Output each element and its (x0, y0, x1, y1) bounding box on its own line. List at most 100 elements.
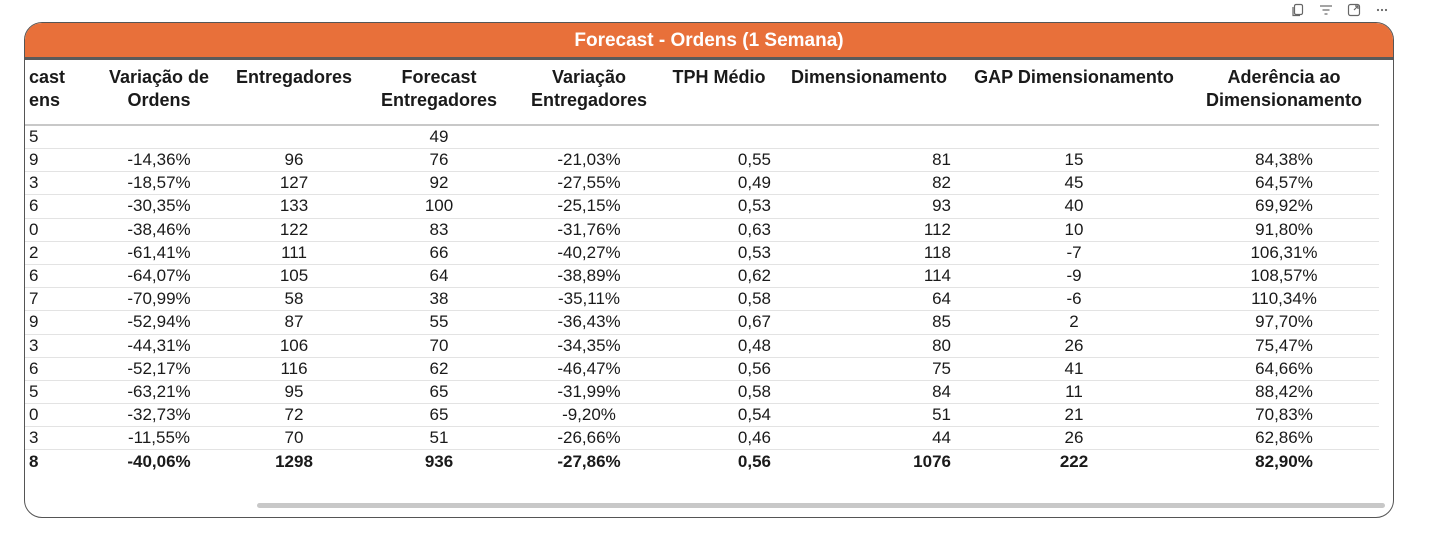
table-cell: -31,76% (519, 218, 659, 242)
table-row: 6 -30,35% 133 100 -25,15% 0,53 93 40 69,92% (25, 194, 1379, 219)
total-row: 8 -40,06% 1298 936 -27,86% 0,56 1076 222 82,90% (25, 449, 1379, 473)
table-cell: 75 (779, 357, 959, 381)
table-cell: -18,57% (89, 171, 229, 196)
table-row: 9 -52,94% 87 55 -36,43% 0,67 85 2 97,70% (25, 310, 1379, 335)
table-cell: 0,67 (659, 310, 779, 335)
column-header[interactable]: Variação Entregadores (519, 60, 659, 126)
table-cell: 112 (779, 218, 959, 242)
table-cell: 69,92% (1189, 194, 1379, 219)
table-cell: 116 (229, 357, 359, 381)
column-header-label: Entregadores (530, 90, 648, 110)
table-cell: 0,58 (659, 287, 779, 312)
table-cell: 41 (959, 357, 1189, 381)
table-cell: 96 (229, 148, 359, 173)
column-header[interactable]: TPH Médio (659, 60, 779, 126)
column-header[interactable]: Forecast Entregadores (359, 60, 519, 126)
table-cell: -35,11% (519, 287, 659, 312)
column-header-label: Aderência ao (1227, 67, 1341, 87)
table-cell: -52,17% (89, 357, 229, 381)
column-header[interactable]: cast ens (25, 60, 89, 126)
table-cell: -36,43% (519, 310, 659, 335)
table-cell: 0,48 (659, 334, 779, 358)
horizontal-scrollbar[interactable] (257, 503, 1385, 508)
table-cell: 84 (779, 380, 959, 405)
table-cell: 10 (959, 218, 1189, 242)
table-cell: 127 (229, 171, 359, 196)
column-header-label: Entregadores (380, 90, 498, 110)
table-cell: 70 (359, 334, 519, 358)
table-cell: 11 (959, 380, 1189, 405)
table-grid: cast ens Variação de Ordens Entregadores Fore… (25, 60, 1393, 517)
table-cell: -61,41% (89, 241, 229, 265)
table-cell: 92 (359, 171, 519, 196)
table-cell: 82,90% (1189, 449, 1379, 473)
table-cell: -32,73% (89, 403, 229, 428)
table-cell: 111 (229, 241, 359, 265)
table-cell: 83 (359, 218, 519, 242)
table-cell: 0,55 (659, 148, 779, 173)
table-cell: 0 (25, 218, 89, 242)
table-cell: -26,66% (519, 426, 659, 451)
table-cell: 65 (359, 403, 519, 428)
table-cell: 85 (779, 310, 959, 335)
table-row: 5 49 (25, 125, 1379, 149)
table-cell (779, 125, 959, 149)
table-cell: 2 (25, 241, 89, 265)
table-cell: 118 (779, 241, 959, 265)
table-cell: -31,99% (519, 380, 659, 405)
table-cell: 0,53 (659, 241, 779, 265)
table-cell (229, 125, 359, 149)
table-cell: 49 (359, 125, 519, 149)
table-cell: 38 (359, 287, 519, 312)
table-cell: 82 (779, 171, 959, 196)
table-cell: 122 (229, 218, 359, 242)
table-cell: 6 (25, 357, 89, 381)
table-row: 0 -38,46% 122 83 -31,76% 0,63 112 10 91,80% (25, 218, 1379, 242)
table-cell: -21,03% (519, 148, 659, 173)
column-header[interactable]: GAP Dimensionamento (959, 60, 1189, 126)
table-cell: 0,62 (659, 264, 779, 289)
table-row: 0 -32,73% 72 65 -9,20% 0,54 51 21 70,83% (25, 403, 1379, 428)
column-header[interactable]: Variação de Ordens (89, 60, 229, 126)
table-cell: -38,46% (89, 218, 229, 242)
table-body: 5 49 9 -14,36% 96 76 -21,03% 0,55 81 15 84,38% 3 -18… (25, 125, 1379, 473)
column-header[interactable]: Entregadores (229, 60, 359, 126)
table-cell: 6 (25, 264, 89, 289)
table-cell: 26 (959, 334, 1189, 358)
table-cell: 95 (229, 380, 359, 405)
column-header-label: TPH Médio (672, 67, 766, 87)
table-cell: 76 (359, 148, 519, 173)
table-cell: 15 (959, 148, 1189, 173)
copy-icon[interactable] (1290, 2, 1306, 18)
table-cell: 0,56 (659, 449, 779, 473)
table-cell: -27,86% (519, 449, 659, 473)
table-cell (659, 125, 779, 149)
table-row: 2 -61,41% 111 66 -40,27% 0,53 118 -7 106,31% (25, 241, 1379, 265)
table-cell: 0,46 (659, 426, 779, 451)
table-cell: 21 (959, 403, 1189, 428)
table-cell: 133 (229, 194, 359, 219)
table-cell (1189, 125, 1379, 149)
table-row: 6 -64,07% 105 64 -38,89% 0,62 114 -9 108,57% (25, 264, 1379, 289)
table-cell: 106 (229, 334, 359, 358)
column-header-label: Forecast (401, 67, 477, 87)
column-header-label: Ordens (127, 90, 191, 110)
table-row: 3 -11,55% 70 51 -26,66% 0,46 44 26 62,86% (25, 426, 1379, 451)
table-cell: 6 (25, 194, 89, 219)
column-header[interactable]: Dimensionamento (779, 60, 959, 126)
table-cell: -9 (959, 264, 1189, 289)
column-header[interactable]: Aderência ao Dimensionamento (1189, 60, 1379, 126)
table-cell: 9 (25, 310, 89, 335)
more-options-icon[interactable] (1374, 2, 1390, 18)
table-cell: 1298 (229, 449, 359, 473)
filter-icon[interactable] (1318, 2, 1334, 18)
table-cell: 936 (359, 449, 519, 473)
table-cell: 81 (779, 148, 959, 173)
table-cell: 87 (229, 310, 359, 335)
table-cell: 64,57% (1189, 171, 1379, 196)
column-header-label: Variação de (108, 67, 210, 87)
column-header-label: ens (29, 90, 61, 110)
table-cell: 55 (359, 310, 519, 335)
focus-mode-icon[interactable] (1346, 2, 1362, 18)
table-cell: 45 (959, 171, 1189, 196)
